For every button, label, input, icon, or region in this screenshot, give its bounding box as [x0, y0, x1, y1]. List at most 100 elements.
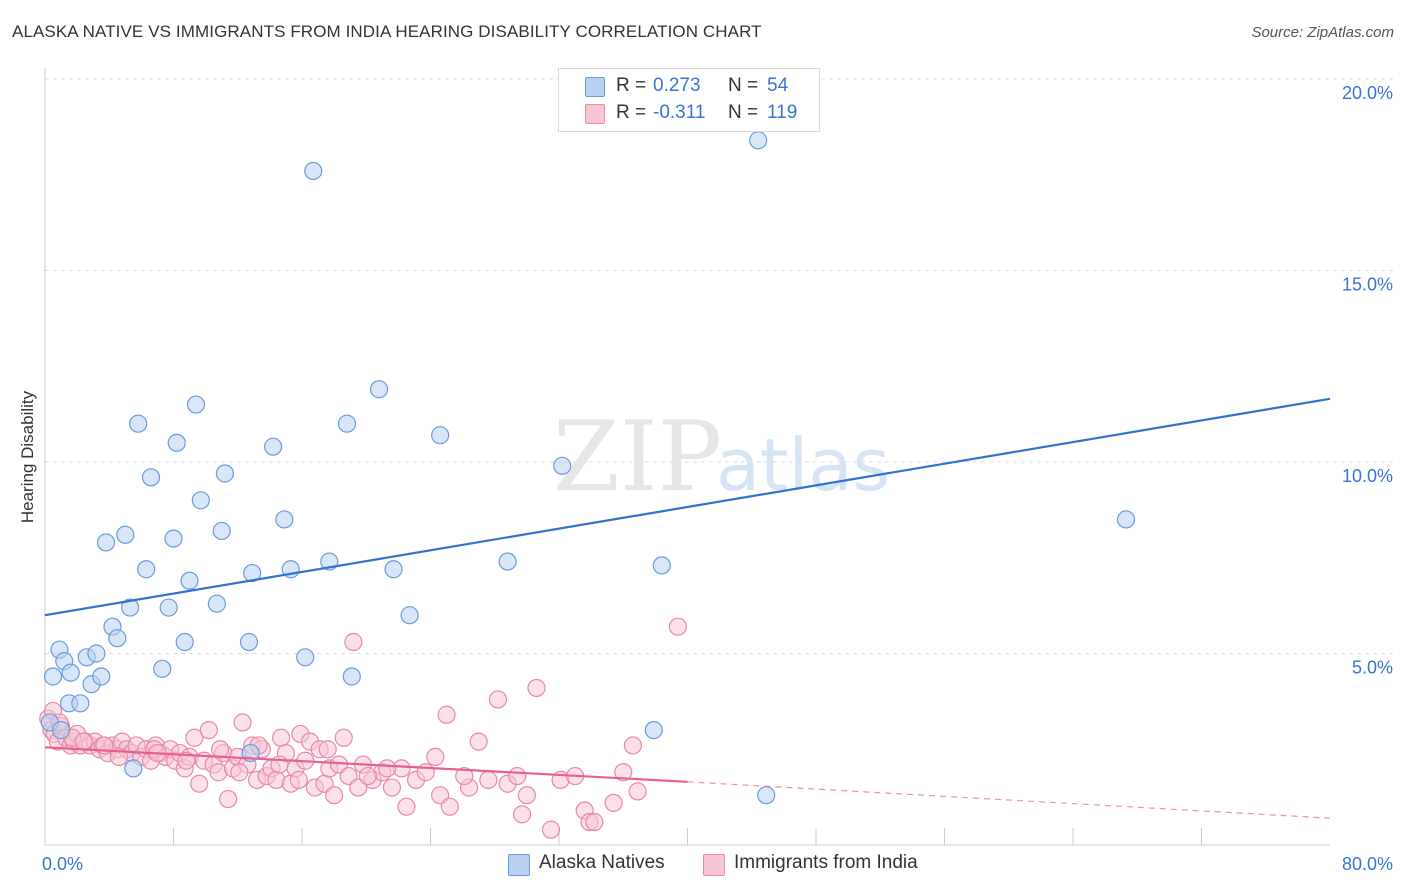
alaska-native-point	[96, 533, 116, 552]
alaska-native-point	[296, 648, 315, 667]
india-immigrant-point	[416, 763, 435, 782]
india-immigrant-point	[517, 786, 536, 805]
alaska-native-point	[239, 632, 259, 652]
india-immigrant-point	[219, 789, 238, 809]
india-immigrant-point	[614, 763, 633, 782]
alaska-trend-line	[44, 397, 1331, 617]
bottom-legend-label: Alaska Natives	[539, 852, 665, 873]
y-tick-label: 5.0%	[1352, 658, 1393, 678]
alaska-native-point	[749, 131, 768, 150]
legend-swatch-pink	[585, 104, 605, 124]
x-tick-label: 80.0%	[1342, 854, 1393, 874]
y-tick-label: 15.0%	[1342, 275, 1393, 295]
india-immigrant-point	[440, 797, 459, 816]
legend-n-label: N =	[728, 102, 759, 123]
india-immigrant-point	[508, 766, 527, 786]
india-immigrant-point	[585, 812, 604, 832]
alaska-native-point	[51, 720, 71, 740]
alaska-native-point	[243, 563, 262, 583]
alaska-native-point	[191, 491, 210, 510]
alaska-native-point	[116, 525, 135, 544]
legend-r-value: -0.311	[653, 102, 706, 123]
alaska-native-point	[141, 468, 161, 487]
x-tick-label: 0.0%	[42, 854, 83, 874]
alaska-native-point	[652, 556, 671, 575]
india-immigrant-point	[177, 751, 196, 770]
series-alaska-natives	[40, 131, 1136, 805]
india-immigrant-point	[210, 740, 230, 759]
legend-n-value: 54	[767, 75, 789, 96]
india-immigrant-point	[397, 797, 416, 816]
alaska-native-point	[644, 720, 663, 740]
alaska-native-point	[186, 395, 206, 414]
watermark-zip: ZIP	[553, 401, 722, 513]
alaska-native-point	[61, 663, 80, 682]
alaska-native-point	[137, 560, 156, 579]
bottom-legend-swatch-blue	[508, 854, 530, 876]
alaska-native-point	[304, 161, 323, 181]
alaska-native-point	[263, 437, 283, 456]
india-immigrant-point	[199, 720, 218, 740]
watermark-layer: ZIP atlas	[553, 401, 890, 513]
alaska-native-point	[370, 380, 389, 399]
alaska-native-point	[498, 552, 517, 571]
india-trend-line	[44, 746, 688, 783]
alaska-native-point	[71, 694, 90, 713]
chart-title: ALASKA NATIVE VS IMMIGRANTS FROM INDIA H…	[12, 22, 762, 41]
alaska-native-point	[1116, 510, 1136, 529]
alaska-native-point	[92, 667, 111, 686]
india-immigrant-point	[358, 766, 377, 786]
legend-n-value: 119	[767, 102, 798, 123]
alaska-native-point	[215, 464, 234, 483]
india-immigrant-point	[318, 740, 337, 759]
alaska-native-point	[175, 632, 194, 652]
india-trend-extension	[687, 781, 1331, 819]
alaska-native-point	[553, 456, 572, 475]
india-immigrant-point	[437, 705, 456, 724]
india-immigrant-point	[628, 782, 647, 801]
alaska-native-point	[212, 521, 231, 541]
alaska-native-point	[167, 433, 186, 452]
y-tick-label: 10.0%	[1342, 466, 1393, 486]
india-immigrant-point	[668, 617, 687, 636]
source-credit: Source: ZipAtlas.com	[1251, 24, 1394, 41]
india-immigrant-point	[233, 713, 252, 732]
legend-n-label: N =	[728, 75, 759, 96]
y-tick-label: 20.0%	[1342, 83, 1393, 103]
stats-legend: R = 0.273 N = 54 R = -0.311 N = 119	[558, 68, 820, 132]
y-axis-label: Hearing Disability	[18, 390, 37, 523]
india-immigrant-point	[272, 728, 291, 747]
alaska-native-point	[337, 414, 357, 433]
india-immigrant-point	[382, 778, 402, 797]
alaska-native-point	[275, 510, 294, 529]
india-immigrant-point	[185, 728, 204, 747]
india-immigrant-point	[289, 770, 308, 789]
alaska-native-point	[121, 598, 140, 617]
alaska-native-point	[108, 629, 127, 648]
alaska-native-point	[431, 426, 450, 445]
alaska-native-point	[43, 667, 63, 686]
alaska-native-point	[384, 560, 403, 579]
india-immigrant-point	[378, 759, 397, 778]
india-immigrant-point	[512, 805, 532, 824]
alaska-native-point	[180, 571, 199, 590]
alaska-native-point	[342, 667, 361, 686]
trend-lines	[44, 397, 1331, 819]
india-immigrant-point	[541, 820, 561, 839]
legend-r-value: 0.273	[653, 75, 701, 96]
india-immigrant-point	[479, 770, 498, 789]
alaska-native-point	[87, 644, 106, 663]
india-immigrant-point	[488, 690, 508, 709]
india-immigrant-point	[623, 736, 642, 755]
alaska-native-point	[400, 606, 419, 625]
india-immigrant-point	[334, 728, 353, 747]
india-immigrant-point	[190, 774, 209, 793]
alaska-native-point	[164, 529, 183, 548]
india-immigrant-point	[325, 786, 344, 805]
alaska-native-point	[159, 598, 178, 617]
india-immigrant-point	[604, 793, 623, 812]
alaska-native-point	[129, 414, 148, 433]
legend-r-label: R =	[616, 102, 647, 123]
bottom-legend-swatch-pink	[703, 854, 725, 876]
